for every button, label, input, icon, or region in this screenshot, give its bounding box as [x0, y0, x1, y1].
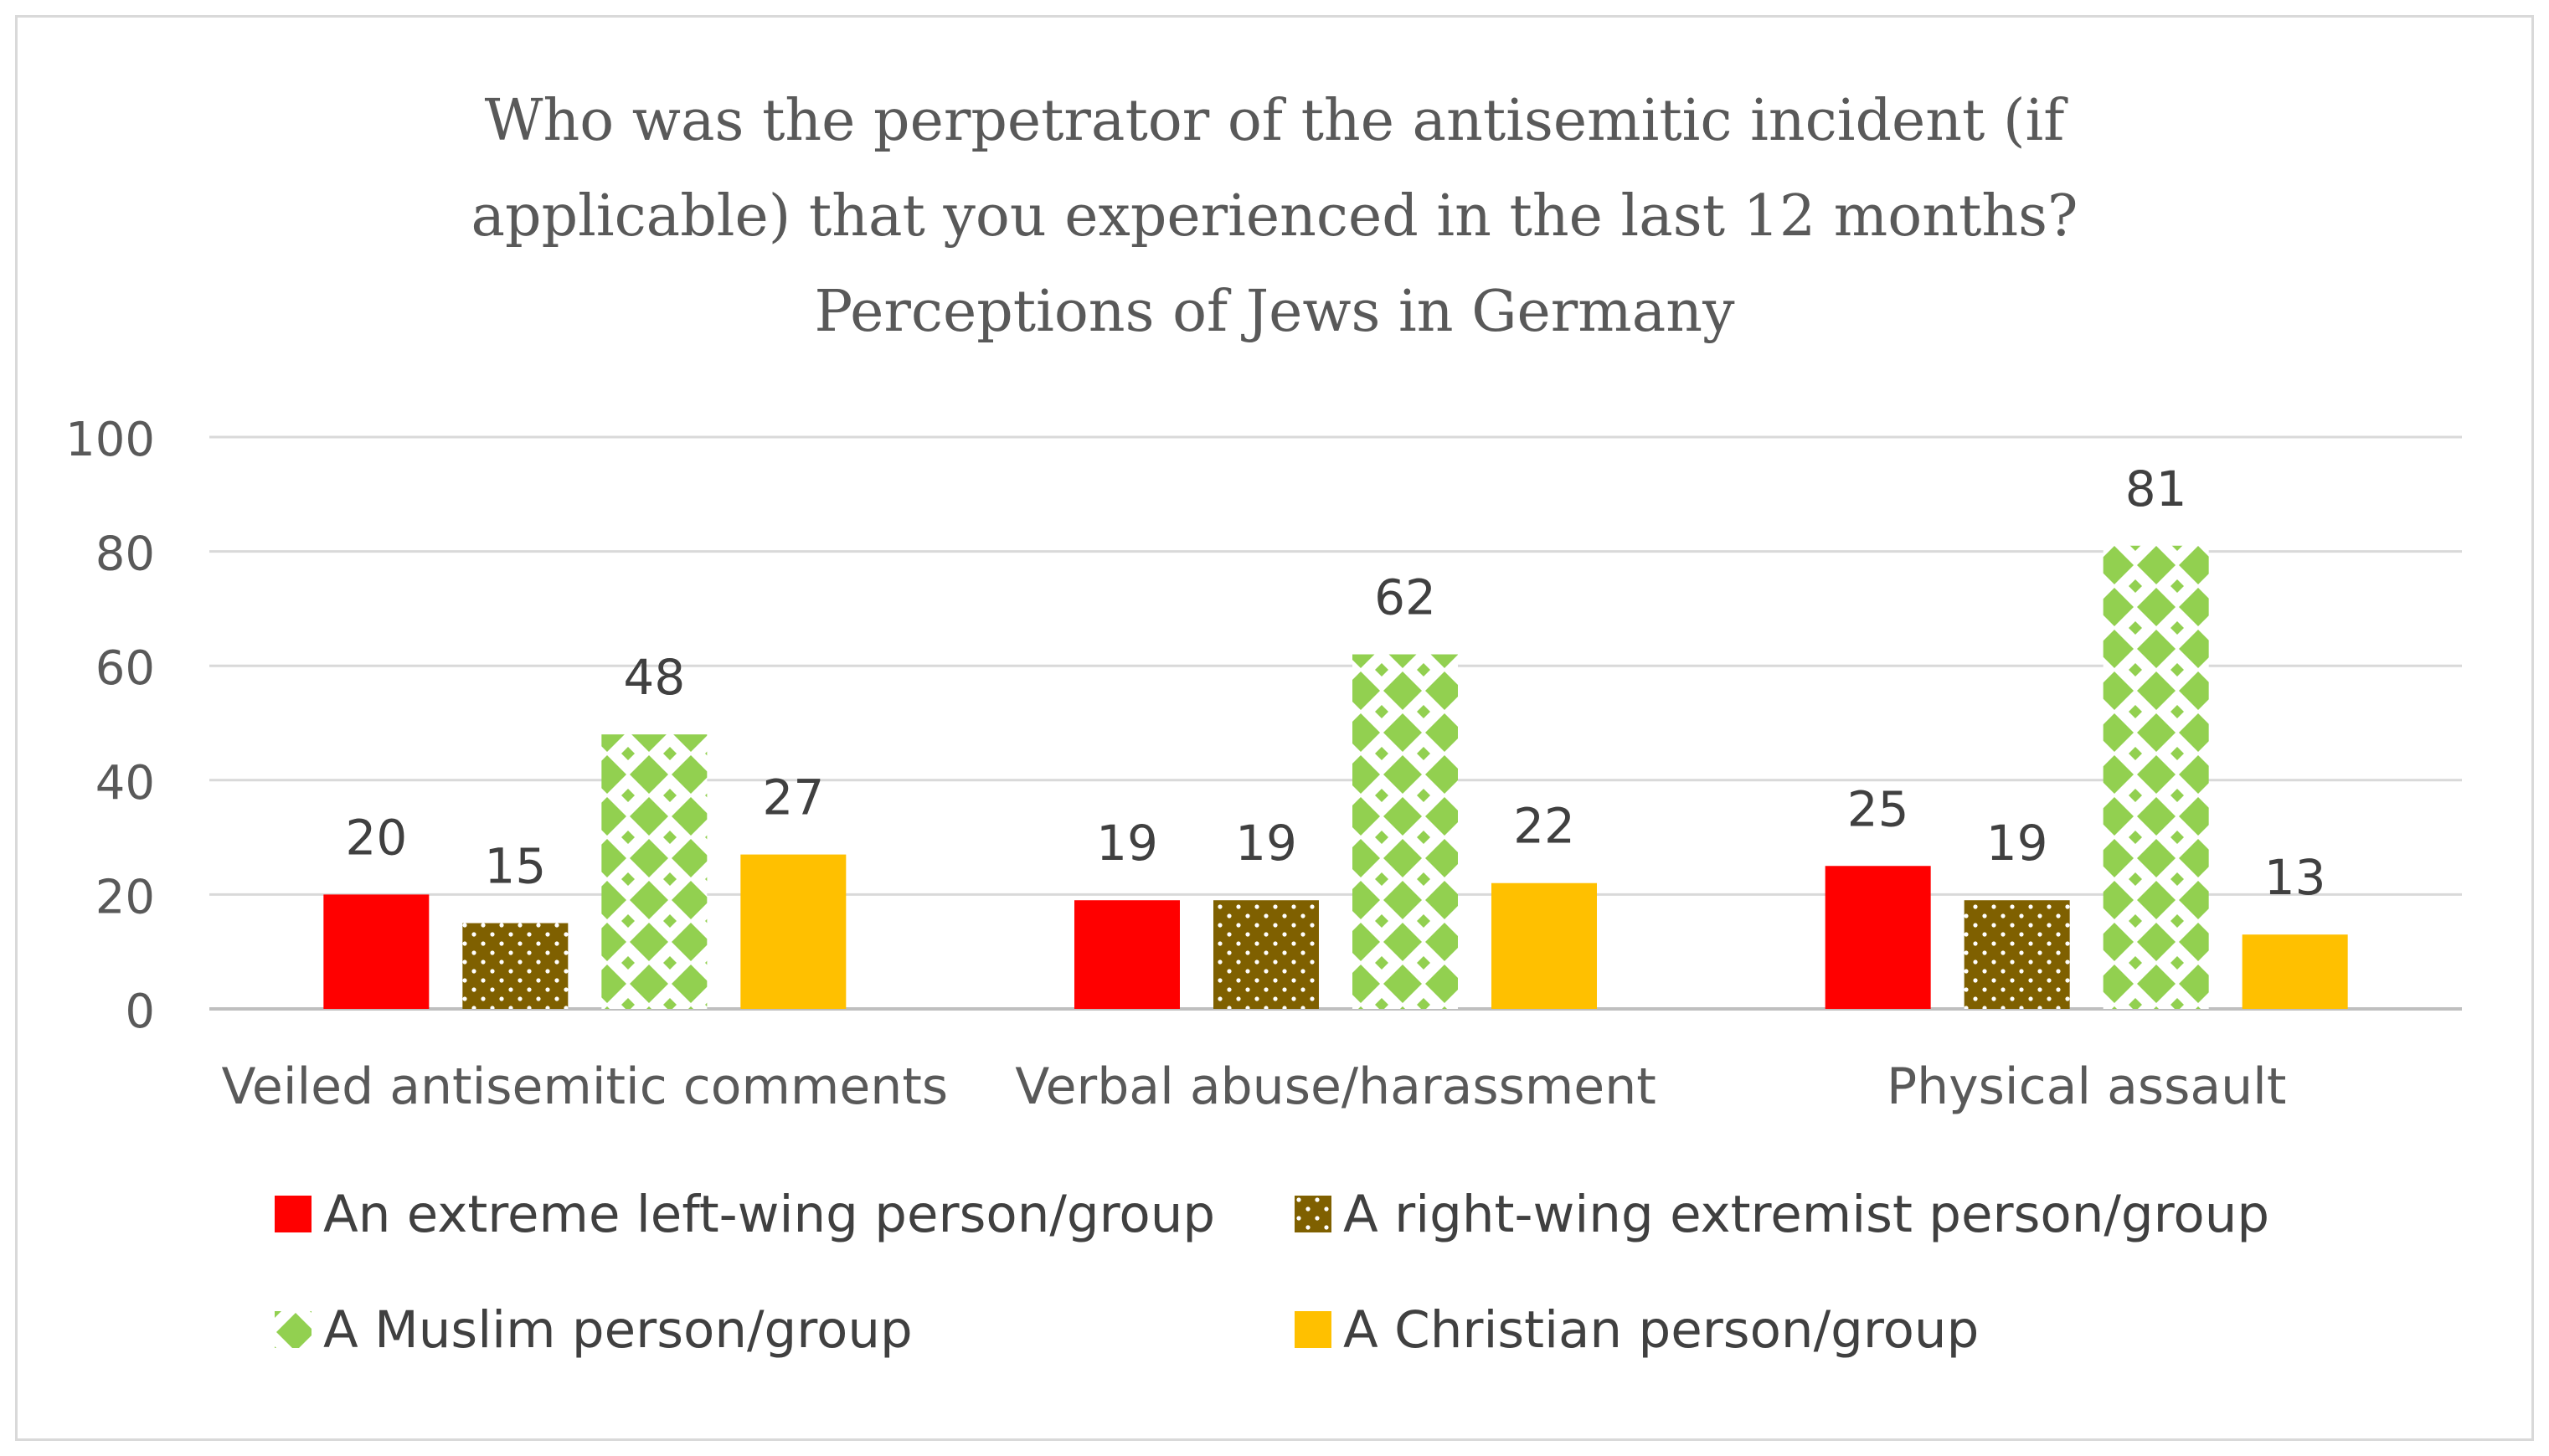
chart-title-line-1: Who was the perpetrator of the antisemit… — [484, 88, 2065, 154]
bar-an-extreme-left-wing-person-group-verbal-abuse-harassment — [1074, 900, 1180, 1009]
category-label-physical-assault: Physical assault — [1887, 1057, 2286, 1116]
data-label-a-right-wing-extremist-person-group-veiled-antisemitic-comments: 15 — [484, 838, 546, 895]
chart-title: Who was the perpetrator of the antisemit… — [251, 74, 2298, 360]
bar-a-christian-person-group-veiled-antisemitic-comments — [740, 854, 847, 1009]
legend-label-left-wing: An extreme left-wing person/group — [323, 1184, 1216, 1244]
bar-a-right-wing-extremist-person-group-verbal-abuse-harassment — [1213, 900, 1319, 1009]
data-label-a-christian-person-group-physical-assault: 13 — [2264, 849, 2326, 906]
legend-swatch-right-wing — [1295, 1196, 1331, 1232]
bar-a-muslim-person-group-physical-assault — [2103, 545, 2209, 1009]
bar-a-christian-person-group-verbal-abuse-harassment — [1491, 882, 1597, 1009]
y-tick-label-0: 0 — [125, 985, 155, 1039]
data-label-an-extreme-left-wing-person-group-physical-assault: 25 — [1847, 780, 1909, 837]
bar-a-right-wing-extremist-person-group-physical-assault — [1964, 900, 2070, 1009]
bar-an-extreme-left-wing-person-group-physical-assault — [1825, 866, 1931, 1009]
data-label-a-muslim-person-group-veiled-antisemitic-comments: 48 — [623, 649, 685, 706]
bar-a-muslim-person-group-verbal-abuse-harassment — [1352, 654, 1458, 1009]
legend-swatch-muslim — [275, 1311, 312, 1348]
data-label-a-right-wing-extremist-person-group-physical-assault: 19 — [1986, 815, 2048, 872]
data-label-a-right-wing-extremist-person-group-verbal-abuse-harassment: 19 — [1235, 815, 1297, 872]
labels-layer: 0 20 40 60 80 100 20 15 48 27 Veiled antisemitic c… — [65, 413, 2325, 1116]
legend-item-christian: A Christian person/group — [1295, 1296, 1979, 1363]
legend-label-right-wing: A right-wing extremist person/group — [1343, 1184, 2270, 1244]
bar-a-christian-person-group-physical-assault — [2242, 934, 2348, 1009]
data-label-an-extreme-left-wing-person-group-verbal-abuse-harassment: 19 — [1096, 815, 1158, 872]
data-label-a-christian-person-group-verbal-abuse-harassment: 22 — [1513, 798, 1575, 855]
legend-swatch-christian — [1295, 1311, 1331, 1348]
bar-a-muslim-person-group-veiled-antisemitic-comments — [601, 734, 708, 1009]
data-label-a-muslim-person-group-verbal-abuse-harassment: 62 — [1374, 569, 1436, 626]
category-label-veiled-antisemitic-comments: Veiled antisemitic comments — [222, 1057, 949, 1116]
legend-item-muslim: A Muslim person/group — [275, 1296, 913, 1363]
y-tick-label-80: 80 — [95, 527, 155, 582]
legend-item-left-wing: An extreme left-wing person/group — [275, 1181, 1215, 1248]
y-tick-label-60: 60 — [95, 641, 155, 696]
legend-label-muslim: A Muslim person/group — [323, 1299, 913, 1360]
legend-item-right-wing: A right-wing extremist person/group — [1295, 1181, 2269, 1248]
bars-layer — [323, 545, 2348, 1009]
y-tick-label-20: 20 — [95, 870, 155, 924]
data-label-a-christian-person-group-veiled-antisemitic-comments: 27 — [762, 769, 824, 826]
legend: An extreme left-wing person/group A righ… — [275, 1181, 2368, 1381]
y-tick-label-100: 100 — [65, 413, 155, 467]
chart-title-line-2: applicable) that you experienced in the … — [471, 183, 2078, 250]
data-label-an-extreme-left-wing-person-group-veiled-antisemitic-comments: 20 — [345, 809, 407, 866]
legend-label-christian: A Christian person/group — [1343, 1299, 1980, 1360]
chart-title-line-3: Perceptions of Jews in Germany — [814, 279, 1735, 345]
y-tick-label-40: 40 — [95, 756, 155, 810]
bar-an-extreme-left-wing-person-group-veiled-antisemitic-comments — [323, 894, 430, 1009]
category-label-verbal-abuse-harassment: Verbal abuse/harassment — [1015, 1057, 1656, 1116]
data-label-a-muslim-person-group-physical-assault: 81 — [2125, 460, 2187, 517]
legend-swatch-left-wing — [275, 1196, 312, 1232]
grid-layer — [209, 435, 2462, 1011]
bar-a-right-wing-extremist-person-group-veiled-antisemitic-comments — [462, 923, 569, 1009]
